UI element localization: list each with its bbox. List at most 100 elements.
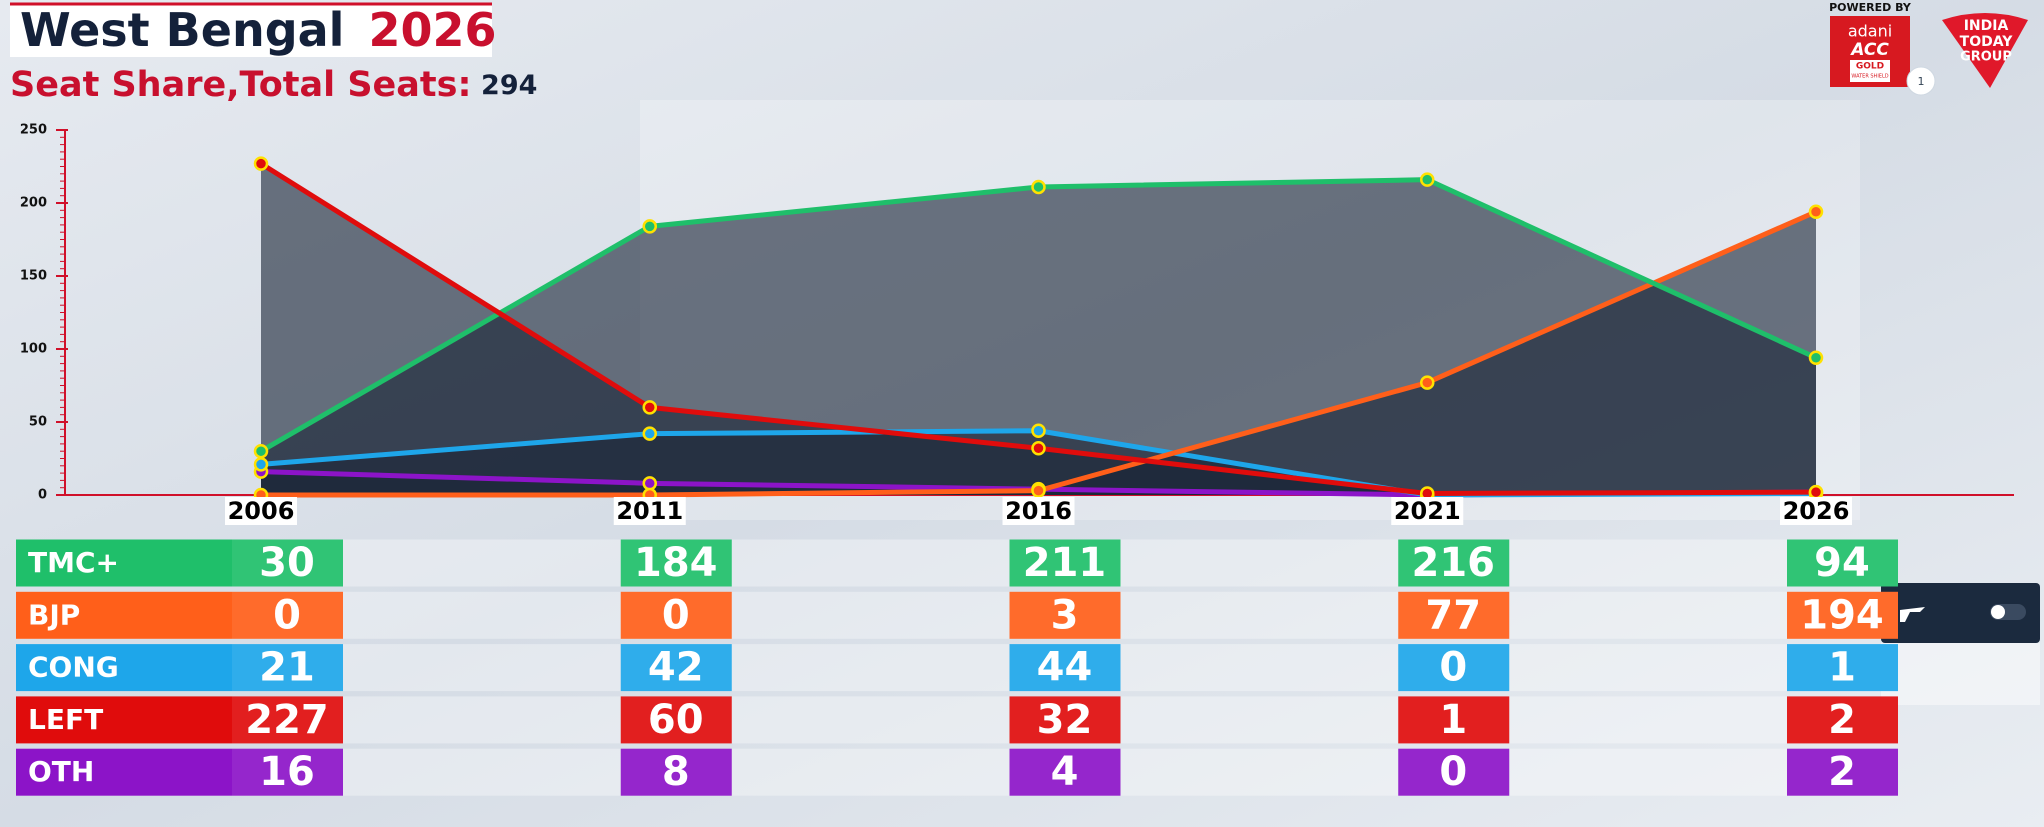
point: [1420, 172, 1435, 187]
value-label: 77: [1425, 592, 1481, 638]
value-cell-shade: [1009, 539, 1121, 587]
y-tick-label: 200: [20, 196, 47, 211]
value-cell-shade: [1398, 539, 1510, 587]
point: [1031, 179, 1046, 195]
sponsor-tag: WATER SHIELD: [1851, 74, 1888, 80]
value-cell-shade: [620, 748, 732, 796]
value-label: 1: [1828, 645, 1856, 691]
value-cell: [232, 748, 343, 796]
point: [1808, 350, 1824, 366]
value-label: 0: [273, 592, 301, 638]
point: [642, 400, 657, 415]
point: [253, 457, 269, 472]
value-cell: [620, 748, 732, 796]
value-label: 194: [1800, 592, 1884, 638]
value-cell: [620, 644, 732, 692]
value-cell-shade: [620, 644, 732, 692]
point: [642, 476, 657, 491]
value-label: 0: [1439, 749, 1467, 795]
sponsor-line: GOLD: [1856, 62, 1884, 72]
value-label: 2: [1828, 697, 1856, 743]
point: [1031, 483, 1046, 498]
page-indicator[interactable]: [1906, 66, 1936, 96]
sponsor-badge: [1850, 60, 1890, 82]
value-cell: [1009, 644, 1121, 692]
group-logo: [1942, 13, 2028, 88]
value-label: 4: [1051, 749, 1079, 795]
point: [1808, 204, 1824, 220]
value-cell: [1009, 748, 1121, 796]
value-cell-shade: [1009, 591, 1121, 639]
value-cell-shade: [1787, 591, 1898, 639]
sponsor-name: adani: [1848, 22, 1892, 41]
value-cell-shade: [620, 539, 732, 587]
value-cell: [1398, 644, 1510, 692]
value-label: 16: [259, 749, 315, 795]
value-label: 60: [648, 697, 704, 743]
value-cell: [232, 696, 343, 744]
row-name-cell: [16, 591, 232, 639]
value-cell-shade: [232, 591, 343, 639]
value-cell-shade: [232, 696, 343, 744]
value-cell: [620, 539, 732, 587]
x-label-box: [1391, 497, 1464, 525]
value-cell: [1787, 644, 1898, 692]
legend-label: BJP: [28, 598, 80, 631]
value-label: 44: [1037, 645, 1093, 691]
value-cell: [232, 591, 343, 639]
row-name-cell: [16, 539, 232, 587]
point: [253, 443, 269, 459]
value-label: 94: [1814, 540, 1870, 586]
toggle-knob: [1991, 605, 2005, 619]
y-tick-label: 100: [20, 342, 47, 357]
value-cell: [620, 696, 732, 744]
value-cell-shade: [1009, 748, 1121, 796]
subtitle-text: Seat Share,Total Seats:: [10, 65, 471, 105]
x-tick-label: 2016: [1005, 497, 1072, 525]
panel-slot: [1881, 643, 2040, 705]
title-region: West Bengal: [20, 3, 344, 57]
value-cell-shade: [1398, 591, 1510, 639]
logo-line: INDIA: [1964, 18, 2009, 34]
value-label: 216: [1412, 540, 1496, 586]
subtitle: Seat Share,Total Seats: 294: [10, 65, 537, 105]
value-cell-shade: [1787, 539, 1898, 587]
logo-line: GROUP: [1960, 50, 2012, 65]
area: [261, 211, 1816, 495]
point: [1031, 423, 1046, 439]
page-number: 1: [1918, 75, 1925, 88]
value-cell: [1398, 748, 1510, 796]
value-label: 211: [1023, 540, 1107, 586]
legend-label: TMC+: [28, 546, 119, 579]
value-label: 32: [1037, 697, 1093, 743]
point: [1420, 375, 1435, 390]
panel-icon: [1900, 607, 1925, 622]
sponsor-brand: ACC: [1849, 40, 1889, 60]
value-cell: [620, 591, 732, 639]
value-cell-shade: [1009, 644, 1121, 692]
x-tick-label: 2011: [616, 497, 683, 525]
value-cell-shade: [232, 748, 343, 796]
value-cell-shade: [1009, 696, 1121, 744]
point: [642, 426, 657, 441]
value-cell: [1787, 748, 1898, 796]
powered-by: POWERED BY: [1829, 1, 1912, 14]
row-name-cell: [16, 644, 232, 692]
value-label: 227: [245, 697, 329, 743]
value-cell: [1787, 539, 1898, 587]
value-cell: [1398, 591, 1510, 639]
x-tick-label: 2026: [1783, 497, 1850, 525]
value-cell-shade: [232, 644, 343, 692]
y-tick-label: 250: [20, 123, 47, 138]
value-label: 30: [259, 540, 315, 586]
x-label-box: [225, 497, 297, 525]
value-cell-shade: [1398, 696, 1510, 744]
value-cell: [1787, 591, 1898, 639]
value-label: 3: [1051, 592, 1079, 638]
value-cell-shade: [232, 539, 343, 587]
y-tick-label: 50: [29, 415, 47, 430]
value-label: 2: [1828, 749, 1856, 795]
point: [253, 156, 269, 171]
